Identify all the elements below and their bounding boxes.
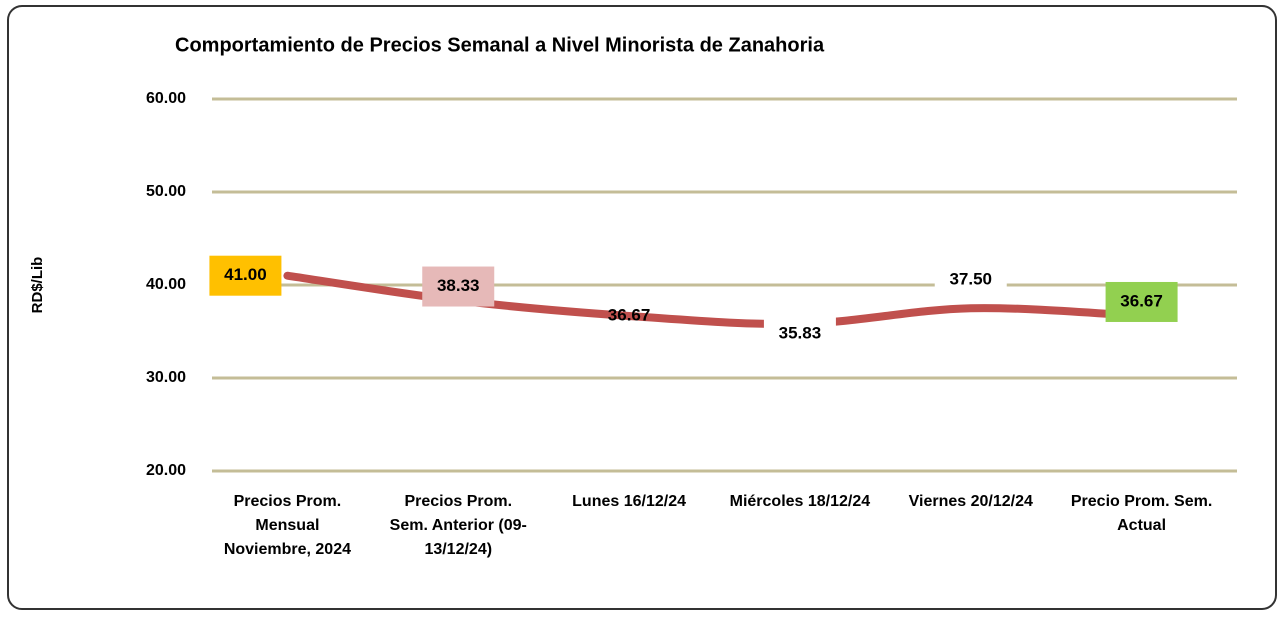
value-label: 36.67 [1120,291,1163,310]
value-label: 36.67 [608,305,651,324]
value-label-box [934,260,1007,301]
x-tick-label: Lunes 16/12/24 [572,493,686,510]
x-tick-label: Miércoles 18/12/24 [729,493,871,510]
y-tick-label: 40.00 [146,276,186,293]
value-label: 35.83 [779,323,822,342]
value-label-box [209,255,282,296]
x-tick-label: Precios Prom. Sem. Anterior (09-13/12/24… [389,493,527,558]
value-label: 41.00 [224,265,267,284]
value-label-box [422,266,495,307]
y-tick-label: 20.00 [146,462,186,479]
value-label-box [763,313,836,354]
frame [7,5,1277,610]
x-tick-label: Viernes 20/12/24 [908,493,1033,510]
x-tick-label: Precio Prom. Sem. Actual [1070,493,1213,534]
value-label-box [1105,281,1178,322]
value-label: 37.50 [949,270,992,289]
chart-title: Comportamiento de Precios Semanal a Nive… [175,34,825,56]
y-tick-label: 50.00 [146,183,186,200]
x-tick-label: Precios Prom. Mensual Noviembre, 2024 [223,493,351,558]
value-label: 38.33 [437,276,480,295]
y-tick-label: 30.00 [146,369,186,386]
y-tick-label: 60.00 [146,90,186,107]
y-axis-label: RD$/Lib [29,257,46,314]
